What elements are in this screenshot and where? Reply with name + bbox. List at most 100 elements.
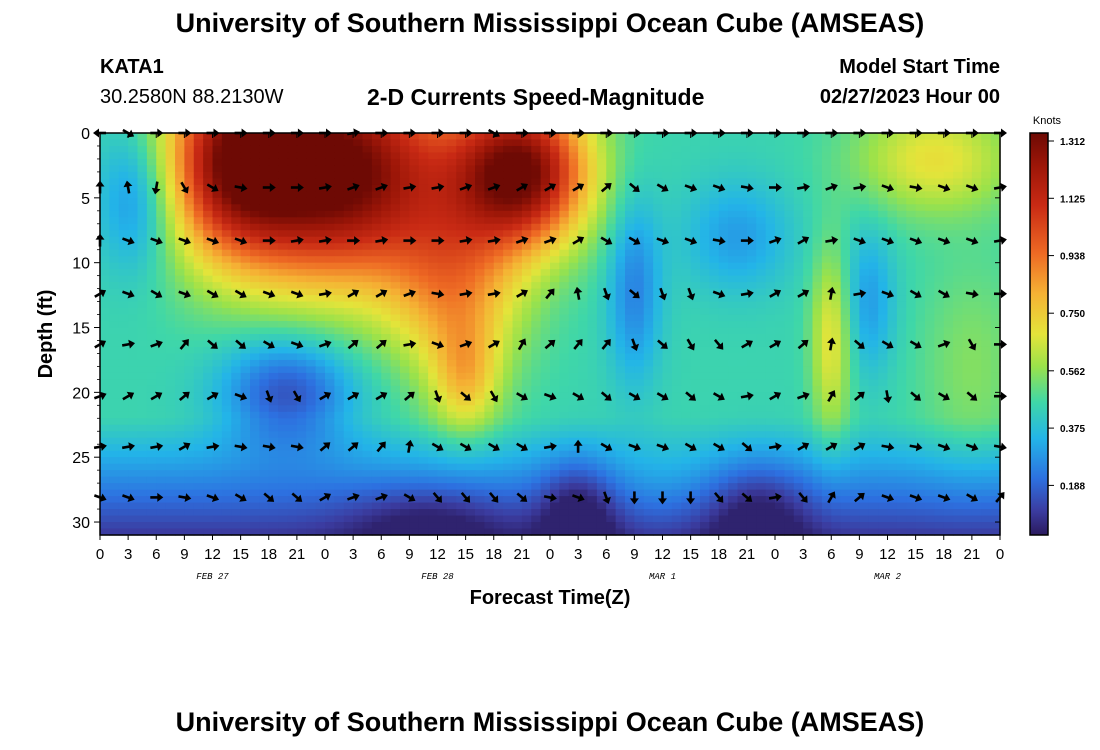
heat-cell — [268, 398, 279, 406]
heat-cell — [840, 152, 851, 160]
heat-cell — [428, 230, 439, 238]
heat-cell — [671, 204, 682, 212]
heat-cell — [568, 217, 579, 225]
heat-cell — [240, 171, 251, 179]
heat-cell — [484, 327, 495, 335]
heat-cell — [840, 249, 851, 257]
heat-cell — [662, 457, 673, 465]
heat-cell — [831, 418, 842, 426]
heat-cell — [896, 191, 907, 199]
heat-cell — [878, 437, 889, 445]
heat-cell — [887, 372, 898, 380]
heat-cell — [128, 165, 139, 173]
heat-cell — [653, 256, 664, 264]
heat-cell — [503, 197, 514, 205]
heat-cell — [934, 457, 945, 465]
heat-cell — [484, 133, 495, 141]
heat-cell — [643, 197, 654, 205]
heat-cell — [953, 230, 964, 238]
heat-cell — [737, 353, 748, 361]
heat-cell — [156, 314, 167, 322]
heat-cell — [231, 295, 242, 303]
heat-cell — [831, 223, 842, 231]
heat-cell — [859, 236, 870, 244]
heat-cell — [484, 405, 495, 413]
heat-cell — [184, 191, 195, 199]
heat-cell — [503, 405, 514, 413]
heat-cell — [353, 444, 364, 452]
heat-cell — [793, 346, 804, 355]
heat-cell — [896, 411, 907, 419]
model-start-value: 02/27/2023 Hour 00 — [819, 86, 1000, 108]
heat-cell — [737, 210, 748, 218]
heat-cell — [390, 340, 401, 348]
heat-cell — [390, 346, 401, 355]
heat-cell — [437, 178, 448, 186]
heat-cell — [775, 346, 785, 355]
heat-cell — [353, 314, 364, 322]
heat-cell — [250, 184, 260, 192]
heat-cell — [634, 236, 645, 244]
heat-cell — [878, 405, 889, 413]
heat-cell — [681, 353, 692, 361]
heat-cell — [990, 249, 1001, 257]
heat-cell — [278, 210, 289, 218]
heat-cell — [606, 359, 617, 368]
heat-cell — [746, 327, 757, 335]
heat-cell — [493, 346, 504, 355]
heat-cell — [456, 178, 467, 186]
heat-cell — [559, 314, 570, 322]
heat-cell — [446, 139, 457, 147]
heat-cell — [718, 269, 729, 277]
heat-cell — [353, 411, 364, 419]
heat-cell — [334, 424, 345, 432]
heat-cell — [456, 327, 467, 335]
heat-cell — [353, 398, 364, 406]
heat-cell — [662, 204, 673, 212]
heat-cell — [981, 223, 992, 231]
heat-cell — [475, 133, 485, 141]
heat-cell — [231, 457, 242, 465]
heat-cell — [606, 334, 617, 342]
heat-cell — [493, 359, 504, 368]
heat-cell — [700, 314, 710, 322]
heat-cell — [493, 457, 504, 465]
heat-cell — [465, 321, 476, 329]
heat-cell — [418, 392, 429, 400]
heat-cell — [662, 411, 673, 419]
heat-cell — [850, 165, 860, 173]
heat-cell — [437, 230, 448, 238]
heat-cell — [878, 204, 889, 212]
heat-cell — [418, 431, 429, 439]
heat-cell — [540, 171, 551, 179]
heat-cell — [259, 204, 270, 212]
heat-cell — [925, 366, 935, 374]
heat-cell — [981, 133, 992, 141]
heat-cell — [775, 178, 785, 186]
heat-cell — [203, 463, 214, 471]
heat-cell — [193, 165, 204, 173]
heat-cell — [503, 340, 514, 348]
heat-cell — [465, 372, 476, 380]
heat-cell — [615, 411, 626, 419]
heat-cell — [118, 366, 129, 374]
heat-cell — [990, 230, 1001, 238]
heat-cell — [128, 346, 139, 355]
heat-cell — [906, 379, 917, 387]
heat-cell — [493, 372, 504, 380]
heat-cell — [746, 353, 757, 361]
heat-cell — [821, 301, 832, 309]
heat-cell — [812, 230, 823, 238]
heat-cell — [653, 424, 664, 432]
heat-cell — [868, 295, 879, 303]
heat-cell — [803, 366, 814, 374]
heat-cell — [400, 217, 410, 225]
heat-cell — [409, 366, 420, 374]
heat-cell — [793, 145, 804, 154]
heat-cell — [821, 256, 832, 264]
heat-cell — [409, 217, 420, 225]
heat-cell — [737, 275, 748, 283]
heat-cell — [596, 366, 607, 374]
heat-cell — [259, 139, 270, 147]
heat-cell — [550, 308, 560, 316]
